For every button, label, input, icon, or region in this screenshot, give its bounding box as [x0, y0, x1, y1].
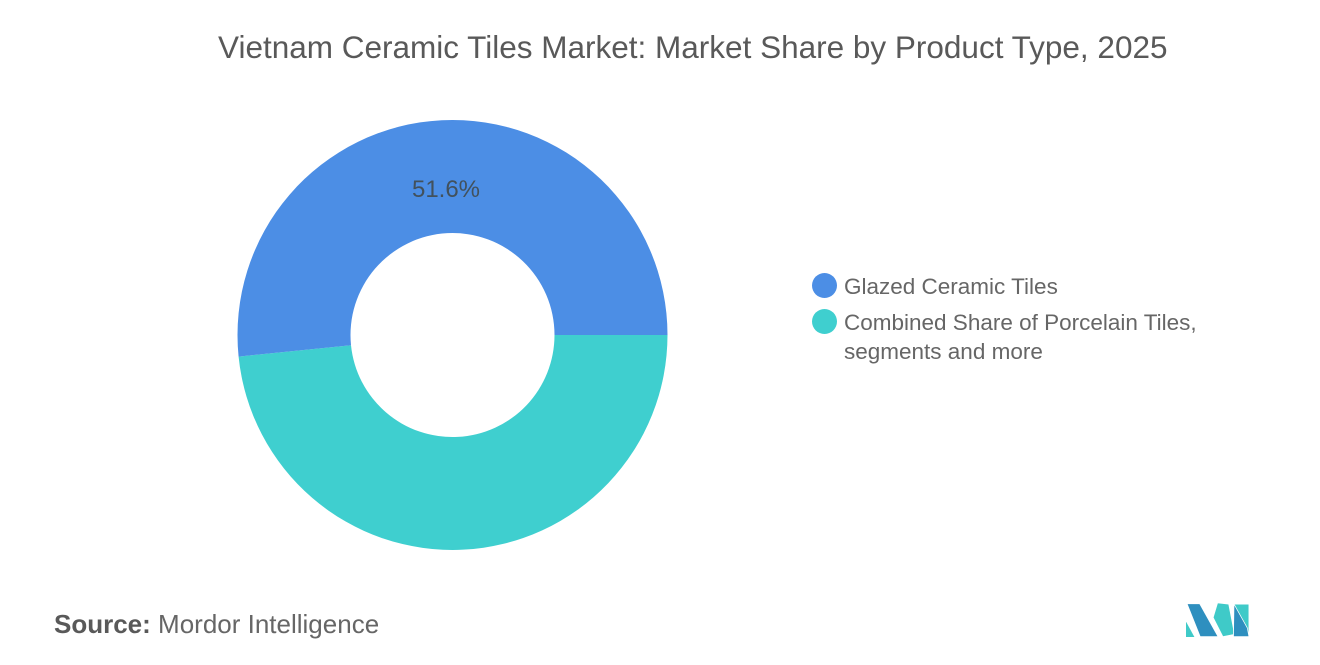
- svg-text:51.6%: 51.6%: [412, 176, 480, 203]
